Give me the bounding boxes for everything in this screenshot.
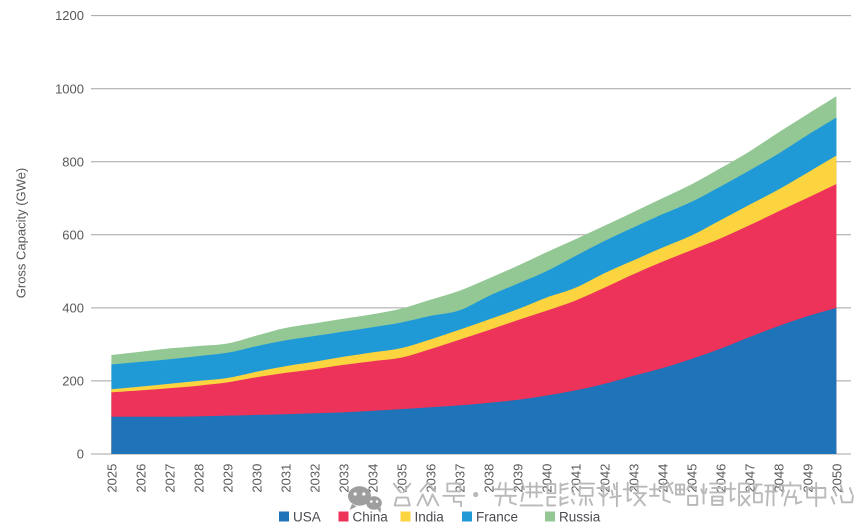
svg-text:0: 0 — [77, 447, 84, 462]
svg-text:2031: 2031 — [279, 464, 294, 493]
svg-text:2034: 2034 — [366, 464, 381, 493]
svg-text:600: 600 — [62, 227, 84, 242]
svg-text:2049: 2049 — [801, 464, 816, 493]
svg-text:2040: 2040 — [540, 464, 555, 493]
svg-text:2043: 2043 — [627, 464, 642, 493]
svg-text:Gross Capacity (GWe): Gross Capacity (GWe) — [14, 168, 29, 299]
svg-text:200: 200 — [62, 374, 84, 389]
svg-text:2027: 2027 — [163, 464, 178, 493]
svg-text:2037: 2037 — [453, 464, 468, 493]
svg-text:2044: 2044 — [656, 464, 671, 493]
svg-text:2028: 2028 — [192, 464, 207, 493]
svg-text:2042: 2042 — [598, 464, 613, 493]
svg-text:400: 400 — [62, 301, 84, 316]
svg-text:1000: 1000 — [55, 81, 84, 96]
svg-text:France: France — [476, 509, 518, 524]
svg-text:2033: 2033 — [337, 464, 352, 493]
svg-text:2036: 2036 — [424, 464, 439, 493]
svg-text:Russia: Russia — [559, 509, 601, 524]
svg-text:2025: 2025 — [105, 464, 120, 493]
svg-text:2041: 2041 — [569, 464, 584, 493]
svg-text:2032: 2032 — [308, 464, 323, 493]
svg-text:2029: 2029 — [221, 464, 236, 493]
svg-text:2039: 2039 — [511, 464, 526, 493]
svg-text:China: China — [353, 509, 389, 524]
svg-text:2030: 2030 — [250, 464, 265, 493]
svg-text:2038: 2038 — [482, 464, 497, 493]
svg-text:India: India — [415, 509, 445, 524]
svg-text:800: 800 — [62, 154, 84, 169]
svg-text:USA: USA — [293, 509, 321, 524]
svg-text:1200: 1200 — [55, 8, 84, 23]
svg-text:2046: 2046 — [714, 464, 729, 493]
svg-text:2035: 2035 — [395, 464, 410, 493]
svg-text:2026: 2026 — [134, 464, 149, 493]
